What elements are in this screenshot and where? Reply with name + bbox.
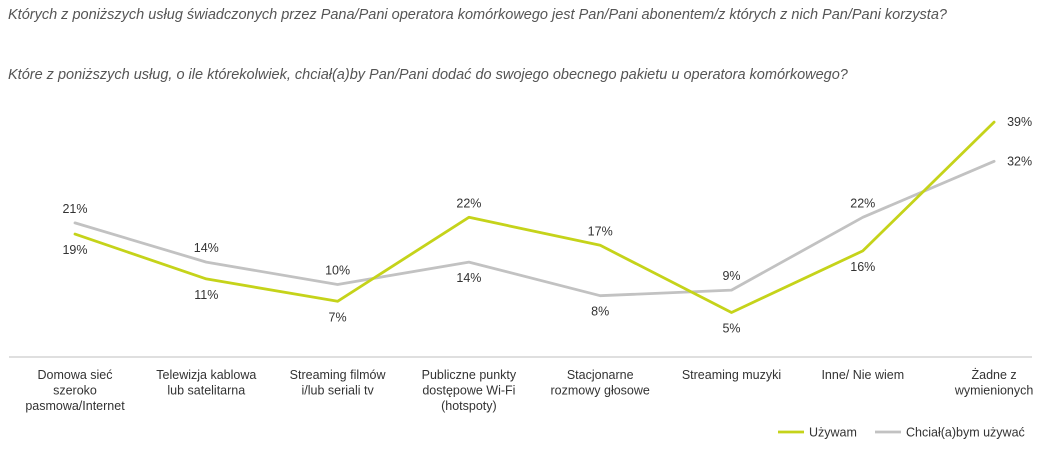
data-label-0-6: 16% xyxy=(850,260,875,274)
data-label-1-1: 14% xyxy=(194,241,219,255)
data-label-0-5: 5% xyxy=(722,322,740,336)
legend-label-0: Używam xyxy=(809,426,857,440)
category-label-0-0: Domowa sieć xyxy=(37,368,112,382)
data-label-0-7: 39% xyxy=(1007,115,1032,129)
category-label-4-1: rozmowy głosowe xyxy=(551,384,650,398)
category-label-3-2: (hotspoty) xyxy=(441,399,497,413)
data-label-1-6: 22% xyxy=(850,196,875,210)
category-label-4-0: Stacjonarne xyxy=(567,368,634,382)
data-label-0-4: 17% xyxy=(588,224,613,238)
category-label-1-1: lub satelitarna xyxy=(167,384,245,398)
category-label-2-1: i/lub seriali tv xyxy=(301,384,374,398)
category-label-5-0: Streaming muzyki xyxy=(682,368,781,382)
category-label-6-0: Inne/ Nie wiem xyxy=(821,368,904,382)
series-line-0 xyxy=(73,120,996,314)
category-label-7-0: Żadne z xyxy=(972,368,1017,382)
data-label-0-3: 22% xyxy=(456,196,481,210)
data-label-1-0: 21% xyxy=(62,202,87,216)
category-label-7-1: wymienionych xyxy=(954,384,1034,398)
data-label-1-2: 10% xyxy=(325,264,350,278)
category-label-2-0: Streaming filmów xyxy=(290,368,387,382)
question-2: Które z poniższych usług, o ile którekol… xyxy=(8,67,848,83)
series-line-1 xyxy=(73,159,996,298)
legend-label-1: Chciał(a)bym używać xyxy=(906,426,1025,440)
category-label-1-0: Telewizja kablowa xyxy=(156,368,256,382)
category-label-3-1: dostępowe Wi-Fi xyxy=(422,384,515,398)
category-label-0-2: pasmowa/Internet xyxy=(25,399,125,413)
data-label-1-3: 14% xyxy=(456,271,481,285)
data-label-1-4: 8% xyxy=(591,305,609,319)
question-1: Których z poniższych usług świadczonych … xyxy=(8,7,947,23)
data-label-1-5: 9% xyxy=(722,269,740,283)
category-label-0-1: szeroko xyxy=(53,384,97,398)
data-label-0-0: 19% xyxy=(62,243,87,257)
category-label-3-0: Publiczne punkty xyxy=(422,368,517,382)
data-label-0-2: 7% xyxy=(329,310,347,324)
data-label-1-7: 32% xyxy=(1007,154,1032,168)
data-label-0-1: 11% xyxy=(194,288,218,302)
